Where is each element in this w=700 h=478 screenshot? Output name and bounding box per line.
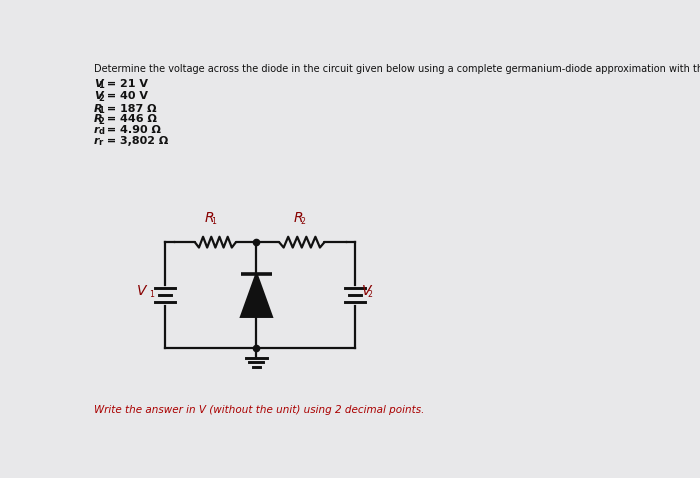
Text: V: V [94,79,102,89]
Text: $V$: $V$ [136,284,148,298]
Text: R: R [94,104,102,114]
Text: $V$: $V$ [361,284,373,298]
Text: $_2$: $_2$ [300,216,307,228]
Text: $R$: $R$ [204,211,214,225]
Text: r: r [94,125,99,135]
Text: d: d [98,128,104,136]
Text: = 21 V: = 21 V [103,79,148,89]
Text: Write the answer in V (without the unit) using 2 decimal points.: Write the answer in V (without the unit)… [94,405,424,415]
Text: $_1$: $_1$ [148,289,155,302]
Text: R: R [94,114,102,124]
Text: r: r [98,138,103,147]
Text: = 187 Ω: = 187 Ω [103,104,157,114]
Text: Determine the voltage across the diode in the circuit given below using a comple: Determine the voltage across the diode i… [94,64,700,74]
Text: V: V [94,91,102,101]
Text: $_1$: $_1$ [211,216,217,228]
Text: = 446 Ω: = 446 Ω [103,114,157,124]
Text: 1: 1 [98,106,104,115]
Text: = 40 V: = 40 V [103,91,148,101]
Text: 1: 1 [98,81,104,90]
Text: 2: 2 [98,117,104,126]
Text: = 4.90 Ω: = 4.90 Ω [103,125,161,135]
Text: $R$: $R$ [293,211,303,225]
Text: r: r [94,136,99,146]
Text: = 3,802 Ω: = 3,802 Ω [103,136,168,146]
Text: 2: 2 [98,94,104,103]
Polygon shape [241,274,272,317]
Text: $_2$: $_2$ [368,289,374,302]
